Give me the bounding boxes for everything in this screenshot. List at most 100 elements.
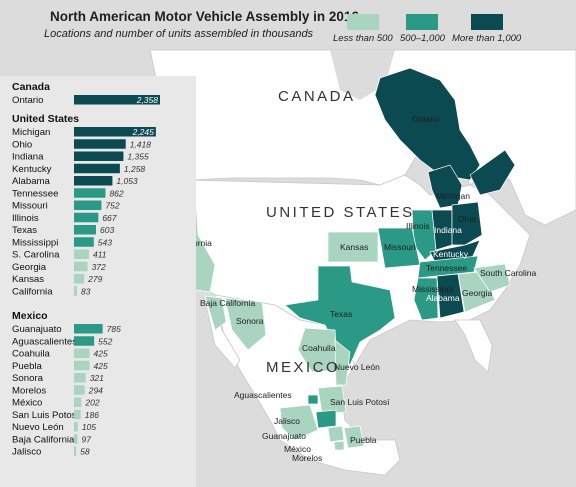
bar bbox=[74, 200, 102, 210]
map-label-texas: Texas bbox=[330, 309, 352, 319]
bar-label: Missouri bbox=[12, 201, 48, 212]
map-label-morelos: Morelos bbox=[292, 453, 322, 463]
region-coahuila bbox=[297, 327, 339, 373]
bar-label: Puebla bbox=[12, 361, 43, 372]
bar-value-label: 105 bbox=[82, 422, 96, 432]
map-label-mississippi: Mississippi bbox=[412, 284, 453, 294]
map-label-kansas: Kansas bbox=[340, 242, 368, 252]
bar-label: Jalisco bbox=[12, 447, 41, 458]
bar-label: California bbox=[12, 286, 53, 297]
group-heading: Mexico bbox=[12, 310, 48, 322]
map-label-aguascalientes: Aguascalientes bbox=[234, 390, 292, 400]
legend-swatch-low bbox=[346, 14, 379, 30]
bar-value-label: 1,418 bbox=[130, 139, 152, 149]
bar-label: México bbox=[12, 398, 42, 409]
map-label-puebla: Puebla bbox=[350, 435, 377, 445]
bar bbox=[74, 274, 85, 284]
bar-label: Coahuila bbox=[12, 349, 51, 360]
bar bbox=[74, 176, 113, 186]
map-label-michigan: Michigan bbox=[436, 191, 470, 201]
bar bbox=[74, 151, 124, 161]
bar bbox=[74, 212, 99, 223]
bar-value-label: 294 bbox=[88, 385, 103, 395]
bar-value-label: 785 bbox=[107, 324, 121, 334]
bar bbox=[74, 385, 85, 395]
bar-label: Georgia bbox=[12, 262, 47, 273]
bar bbox=[74, 422, 78, 432]
bar-label: Illinois bbox=[12, 213, 39, 224]
bar-label: San Luis Potosí bbox=[12, 410, 80, 421]
bar-label: Tennessee bbox=[12, 188, 58, 199]
bar bbox=[74, 188, 106, 198]
map-label-indiana: Indiana bbox=[434, 225, 462, 235]
region-guanajuato bbox=[315, 409, 337, 429]
region-san-luis-potosi bbox=[317, 385, 347, 415]
bar bbox=[74, 163, 120, 174]
bar bbox=[74, 286, 78, 296]
bar bbox=[74, 225, 96, 235]
bar bbox=[74, 249, 89, 259]
bar bbox=[74, 336, 95, 346]
bar-value-label: 552 bbox=[98, 336, 112, 346]
region-south-carolina bbox=[473, 263, 511, 293]
legend-label-high: More than 1,000 bbox=[452, 33, 522, 44]
bar bbox=[74, 95, 160, 105]
map-label-ohio: Ohio bbox=[458, 214, 476, 224]
bar bbox=[74, 261, 88, 272]
region-kansas bbox=[327, 231, 379, 263]
legend-item-low: Less than 500 bbox=[333, 14, 393, 44]
bar-value-label: 372 bbox=[92, 262, 106, 272]
bar-label: Alabama bbox=[12, 176, 51, 187]
bar-panel: Canada Ontario 2,358 United States Michigan 2… bbox=[0, 76, 196, 487]
region-ontario-south bbox=[469, 149, 516, 196]
map-label-coahuila: Coahuila bbox=[302, 343, 336, 353]
bar bbox=[74, 237, 94, 247]
bar-value-label: 202 bbox=[84, 398, 99, 408]
bar-value-label: 2,245 bbox=[132, 127, 155, 137]
region-mississippi bbox=[413, 277, 439, 321]
bar-value-label: 752 bbox=[105, 201, 119, 211]
map-label-nuevo-leon: Nuevo León bbox=[334, 362, 380, 372]
label-united-states: UNITED STATES bbox=[266, 204, 415, 221]
bar-value-label: 603 bbox=[100, 225, 114, 235]
legend-item-mid: 500–1,000 bbox=[400, 14, 445, 44]
label-mexico: MEXICO bbox=[266, 359, 340, 376]
region-morelos bbox=[333, 440, 345, 451]
bar-value-label: 321 bbox=[90, 373, 104, 383]
map-label-baja-california: Baja California bbox=[200, 298, 256, 308]
bar-label: Texas bbox=[12, 225, 37, 236]
bar-value-label: 1,258 bbox=[124, 164, 146, 174]
bar-value-label: 58 bbox=[80, 447, 90, 457]
bar-label: Sonora bbox=[12, 373, 44, 384]
bar bbox=[74, 409, 81, 420]
chart-title: North American Motor Vehicle Assembly in… bbox=[50, 9, 359, 24]
bar bbox=[74, 360, 90, 371]
bar bbox=[74, 434, 78, 444]
legend-label-low: Less than 500 bbox=[333, 33, 393, 44]
bar-label: Nuevo León bbox=[12, 422, 64, 433]
legend-item-high: More than 1,000 bbox=[452, 14, 521, 44]
legend-swatch-high bbox=[470, 14, 503, 30]
bar-label: Guanajuato bbox=[12, 324, 62, 335]
bar-label: Morelos bbox=[12, 385, 46, 396]
bar-value-label: 83 bbox=[81, 286, 91, 296]
region-sonora bbox=[224, 297, 267, 351]
region-puebla bbox=[343, 425, 365, 449]
region-texas bbox=[284, 265, 396, 366]
region-mexico-state bbox=[327, 425, 345, 443]
map-label-tennessee: Tennessee bbox=[426, 263, 467, 273]
bar-value-label: 411 bbox=[93, 250, 107, 260]
bar bbox=[74, 373, 86, 383]
bar bbox=[74, 127, 156, 137]
region-tennessee bbox=[417, 255, 479, 279]
bar-value-label: 862 bbox=[109, 188, 123, 198]
map-label-mexico-state: México bbox=[284, 444, 311, 454]
bar-label: Indiana bbox=[12, 152, 44, 163]
region-ohio bbox=[451, 201, 483, 246]
bar-value-label: 543 bbox=[98, 237, 112, 247]
map-label-sonora: Sonora bbox=[236, 316, 264, 326]
bar-value-label: 425 bbox=[94, 349, 108, 359]
map-label-alabama: Alabama bbox=[426, 293, 460, 303]
